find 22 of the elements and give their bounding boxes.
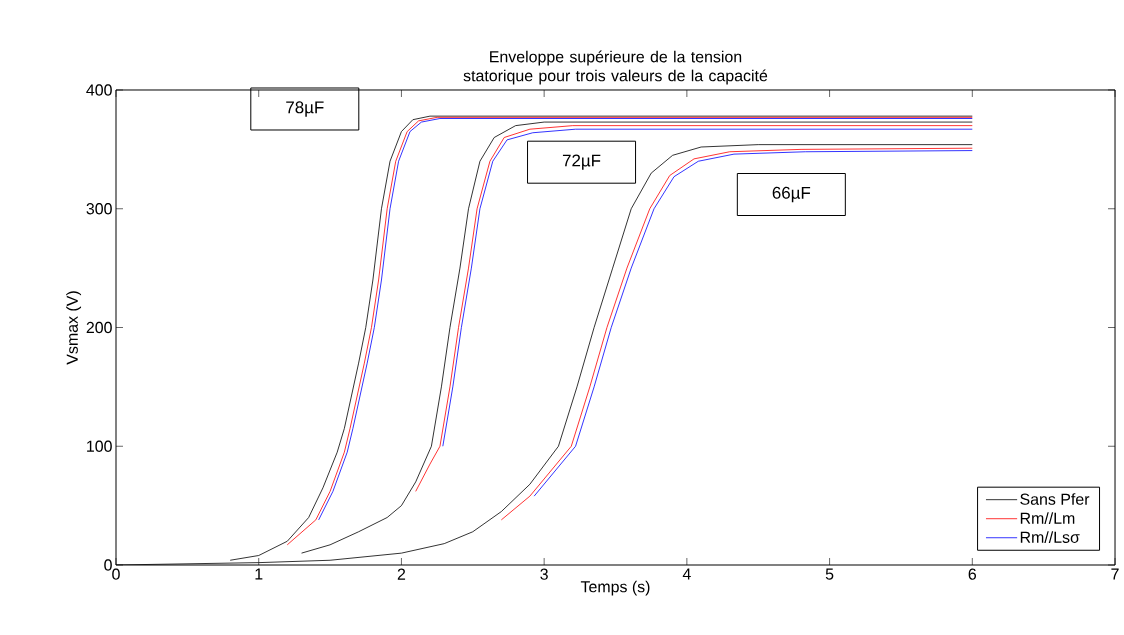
y-tick-label: 100 (87, 440, 112, 452)
chart-title: Enveloppe supérieure de la tension statorique pour trois valeurs de la capacité (463, 50, 768, 85)
x-tick-label: 6 (968, 568, 977, 580)
y-tick-label: 200 (86, 321, 112, 334)
x-tick-label: 2 (397, 568, 406, 580)
y-axis-title: Vsmax (V) (66, 291, 82, 365)
x-tick-label: 7 (1111, 568, 1119, 580)
annotation: 78µF (286, 101, 324, 117)
annotation: 66µF (772, 186, 811, 203)
x-tick-label: 0 (112, 568, 120, 580)
x-axis-title: Temps (s) (580, 580, 650, 596)
x-tick-label: 3 (540, 568, 548, 580)
y-tick-label: 400 (86, 84, 112, 96)
x-tick-label: 4 (682, 568, 691, 580)
y-tick-label: 0 (104, 559, 112, 571)
legend-label: Rm//Lm (1020, 512, 1075, 524)
legend-label: Sans Pfer (1020, 493, 1090, 505)
legend-label: Rm//Lsσ (1020, 531, 1080, 543)
x-tick-label: 5 (825, 568, 834, 580)
x-tick-label: 1 (255, 568, 263, 580)
annotation: 72µF (562, 154, 601, 170)
y-tick-label: 300 (86, 203, 112, 215)
